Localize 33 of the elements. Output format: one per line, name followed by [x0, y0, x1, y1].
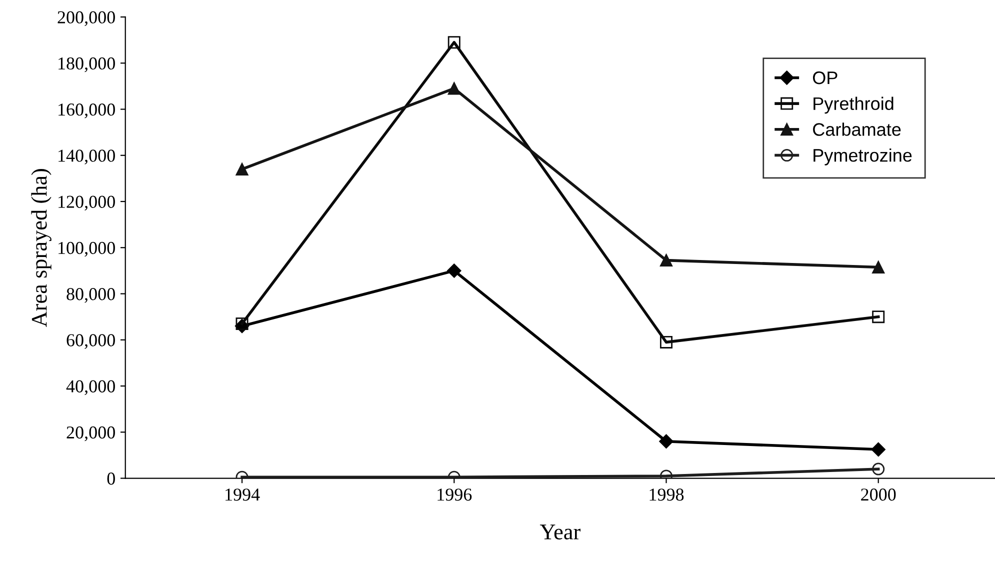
y-tick-label: 80,000 [66, 288, 115, 303]
legend-label: OP [812, 71, 838, 84]
legend-label: Pyrethroid [814, 96, 894, 114]
point [448, 82, 460, 95]
legend-label: Carbamate [813, 122, 901, 136]
y-tick-label: 180,000 [58, 57, 115, 72]
y-tick-label: 60,000 [66, 334, 115, 349]
point [872, 310, 885, 324]
y-tick-label: 200,000 [58, 11, 115, 26]
y-tick-label: 0 [107, 472, 115, 485]
y-tick-label: 100,000 [58, 242, 115, 257]
point [872, 462, 885, 476]
y-axis-title: Area sprayed (ha) [31, 169, 52, 327]
point [236, 162, 248, 176]
x-tick-label: 1994 [226, 488, 260, 501]
x-tick-label: 1996 [438, 488, 472, 501]
point [871, 442, 886, 457]
point [659, 434, 674, 448]
x-axis-title: Year [540, 524, 580, 540]
y-tick-label: 140,000 [58, 150, 115, 164]
point [872, 260, 885, 274]
point [448, 36, 460, 49]
y-tick-label: 160,000 [58, 103, 115, 118]
legend-label: Pymetrozine [814, 148, 912, 166]
point [660, 254, 672, 267]
x-tick-label: 1998 [650, 488, 684, 501]
point [236, 317, 248, 330]
y-tick-label: 40,000 [66, 380, 115, 396]
x-tick-label: 2000 [861, 488, 896, 501]
point [447, 264, 462, 278]
y-tick-label: 20,000 [66, 426, 115, 442]
y-tick-label: 120,000 [58, 196, 115, 211]
point [660, 336, 672, 348]
